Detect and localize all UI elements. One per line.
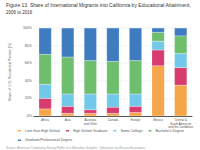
svg-text:Mexico: Mexico (153, 118, 163, 122)
svg-text:Source: American Community Sur: Source: American Community Survey Public… (6, 145, 146, 149)
svg-text:and the Caribbean: and the Caribbean (168, 125, 193, 129)
svg-text:Asia: Asia (65, 118, 71, 122)
svg-text:South American: South American (170, 121, 192, 126)
svg-text:Europe: Europe (131, 118, 141, 122)
svg-text:40%: 40% (25, 79, 32, 83)
svg-text:Central &: Central & (174, 118, 187, 122)
svg-text:Canada: Canada (108, 118, 119, 122)
svg-text:Australia: Australia (84, 118, 97, 122)
svg-text:Share of U.S. Residential Perm: Share of U.S. Residential Permits (%) (8, 43, 12, 102)
svg-text:0%: 0% (27, 114, 32, 118)
svg-text:2006 to 2016: 2006 to 2016 (6, 10, 33, 15)
svg-text:60%: 60% (25, 61, 32, 65)
svg-text:Africa: Africa (41, 118, 49, 122)
svg-text:Graduate/Professional Degree: Graduate/Professional Degree (25, 138, 72, 142)
svg-text:and Other: and Other (84, 121, 97, 125)
svg-text:20%: 20% (25, 96, 32, 100)
svg-text:Figure 13. Share of Internatio: Figure 13. Share of International Migran… (6, 2, 191, 8)
svg-text:80%: 80% (25, 44, 32, 48)
svg-text:Less than High School: Less than High School (25, 129, 60, 133)
svg-text:Some College: Some College (120, 129, 142, 133)
svg-text:High School Graduate: High School Graduate (73, 129, 107, 133)
svg-text:Bachelor's Degree: Bachelor's Degree (155, 129, 184, 133)
svg-text:100%: 100% (23, 26, 32, 30)
